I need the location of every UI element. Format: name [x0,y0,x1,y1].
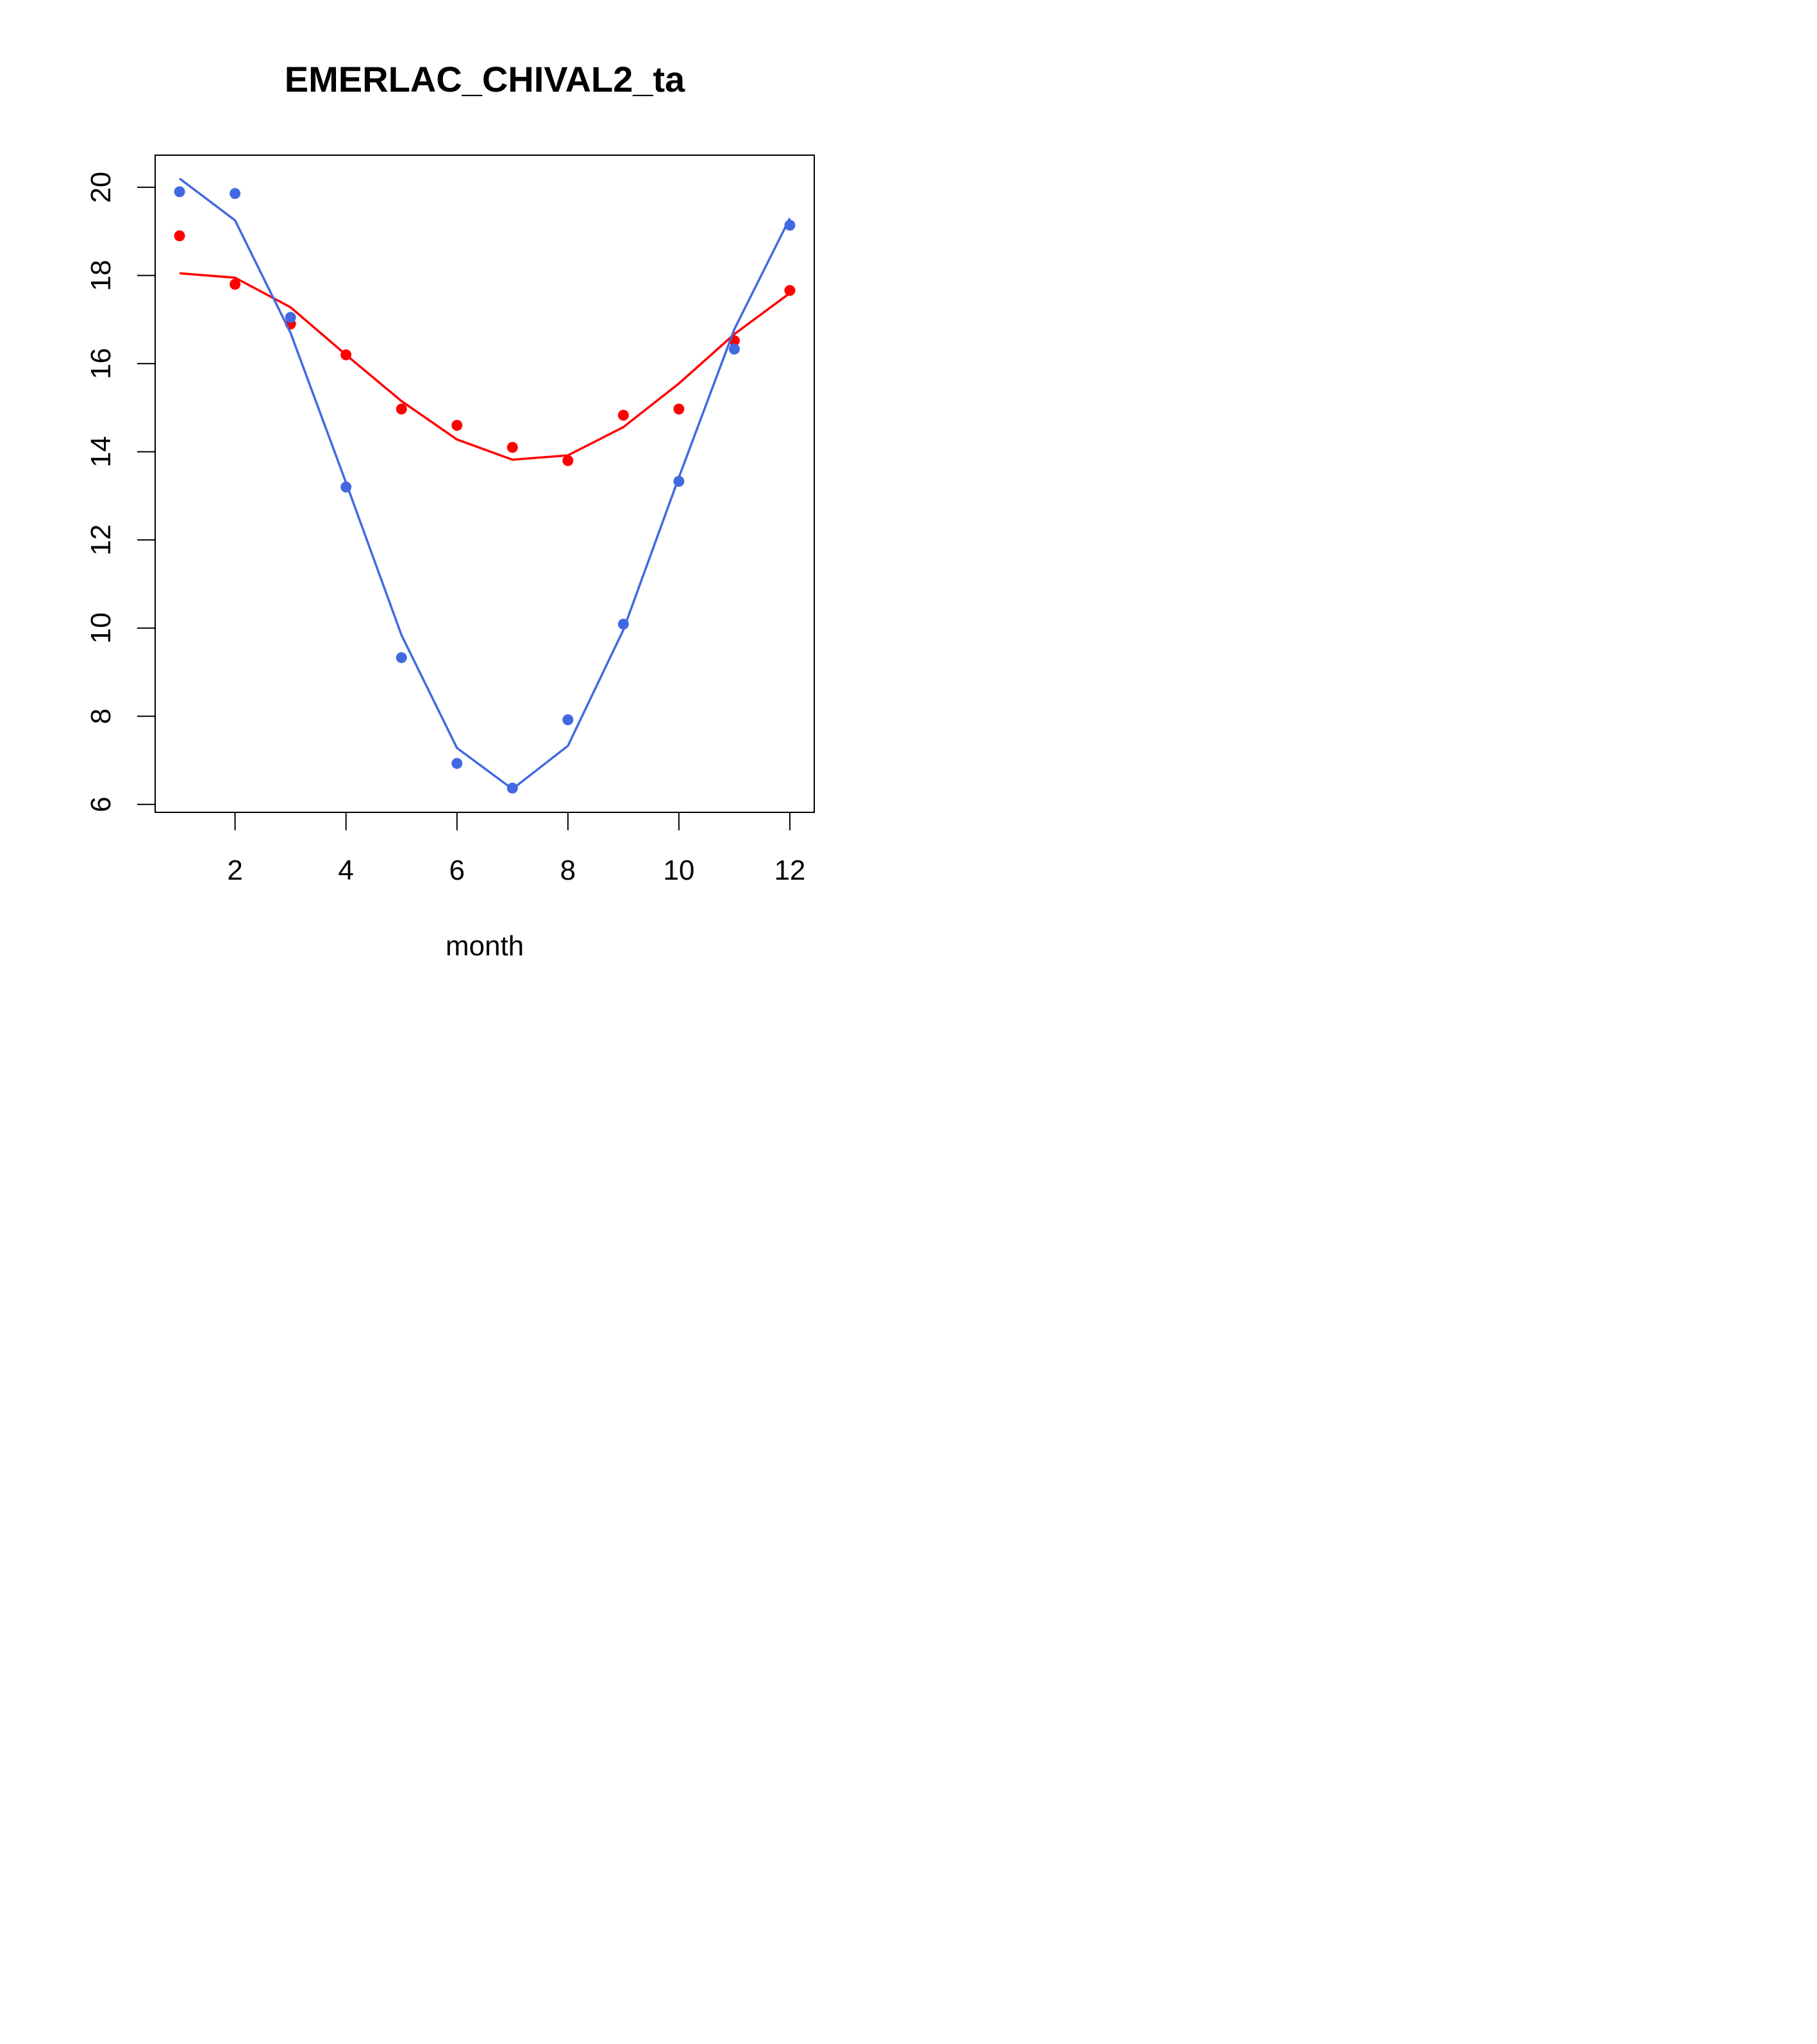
series-0-point [451,419,463,431]
x-axis: 2 4 6 8 10 12 [227,812,805,886]
series-1-point [174,186,185,197]
series-1-point [784,219,796,231]
y-tick-label: 14 [85,436,117,467]
y-tick-label: 10 [85,612,117,644]
series-0-point [617,410,629,421]
y-tick-label: 12 [85,524,117,556]
y-tick-label: 8 [85,708,117,724]
x-tick-label: 10 [663,855,694,886]
series-1-point [230,188,241,199]
plot-area-border [155,155,815,813]
series-1-line [179,178,791,791]
series-0-point [174,230,185,242]
series-1-point [396,652,407,664]
series-1-point [451,758,463,769]
series-0-point [784,285,796,296]
y-tick-label: 6 [85,796,117,812]
x-axis-label: month [446,930,524,962]
series-1-point [562,714,574,726]
y-tick-label: 20 [85,172,117,203]
series-0-point [507,442,518,453]
x-tick-label: 8 [560,855,576,886]
series-0-line [179,272,791,461]
series-1-point [617,618,629,630]
series-1-point [507,782,518,794]
series-0-point [340,349,352,360]
y-tick-label: 18 [85,260,117,291]
series-1-point [285,312,296,323]
y-axis: 6 8 10 12 14 16 18 20 [85,172,156,812]
y-tick-label: 16 [85,348,117,380]
x-tick-label: 4 [338,855,353,886]
chart: EMERLAC_CHIVAL2_ta 2 4 6 8 10 12 6 8 10 12 14 16 18… [85,59,815,962]
series-0-point [673,403,685,415]
x-tick-label: 6 [449,855,464,886]
series-1-point [728,343,740,355]
series-0-point [396,403,407,415]
x-tick-label: 2 [227,855,242,886]
series-0-point [562,455,574,466]
series-1-point [673,476,685,487]
series-0-point [230,278,241,290]
series-layer [174,178,796,794]
series-1-point [340,482,352,493]
x-tick-label: 12 [774,855,805,886]
chart-title: EMERLAC_CHIVAL2_ta [285,59,685,99]
